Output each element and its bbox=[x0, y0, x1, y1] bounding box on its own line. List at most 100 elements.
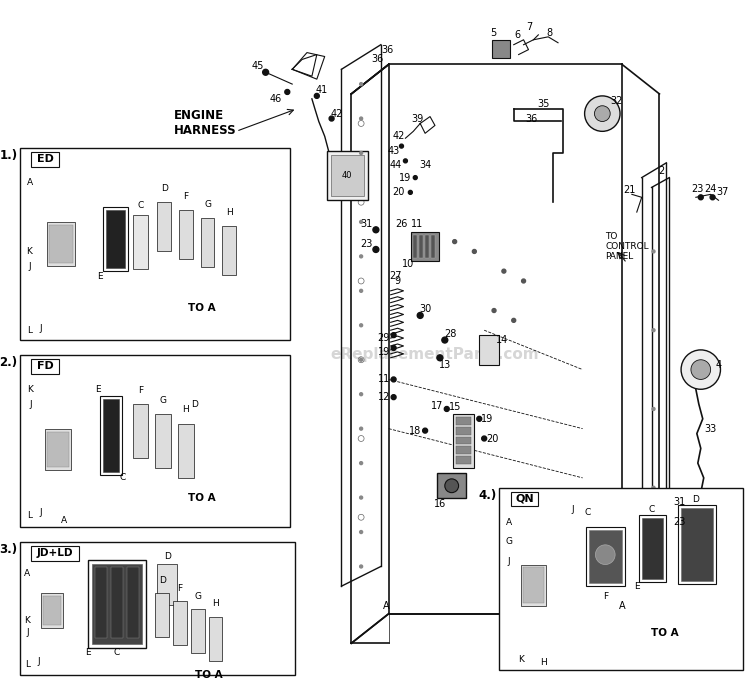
Circle shape bbox=[107, 444, 115, 452]
Circle shape bbox=[360, 565, 362, 568]
Bar bbox=[456, 447, 472, 454]
Text: 6: 6 bbox=[514, 30, 520, 40]
Text: 9: 9 bbox=[394, 276, 400, 286]
Text: 40: 40 bbox=[342, 171, 352, 180]
Text: A: A bbox=[506, 518, 512, 527]
Text: J: J bbox=[572, 505, 574, 514]
Bar bbox=[413, 235, 417, 258]
Text: 10: 10 bbox=[402, 259, 415, 269]
Text: 18: 18 bbox=[410, 426, 422, 436]
Circle shape bbox=[329, 116, 334, 121]
Circle shape bbox=[360, 358, 362, 361]
Text: 46: 46 bbox=[269, 94, 281, 104]
Circle shape bbox=[228, 216, 231, 219]
Circle shape bbox=[699, 537, 709, 547]
Text: 43: 43 bbox=[388, 146, 400, 156]
Circle shape bbox=[139, 395, 142, 398]
Bar bbox=[178, 424, 194, 478]
Circle shape bbox=[160, 585, 164, 587]
Bar bbox=[678, 506, 716, 584]
Text: L: L bbox=[25, 660, 30, 669]
Text: 27: 27 bbox=[389, 271, 402, 281]
Circle shape bbox=[262, 69, 268, 75]
Text: 16: 16 bbox=[433, 499, 446, 510]
Circle shape bbox=[482, 436, 487, 441]
Circle shape bbox=[472, 249, 476, 254]
Text: K: K bbox=[28, 385, 33, 394]
Text: 23: 23 bbox=[360, 238, 372, 249]
Bar bbox=[20, 542, 296, 675]
Text: F: F bbox=[183, 192, 188, 201]
Bar bbox=[201, 218, 214, 267]
Text: J: J bbox=[26, 628, 28, 637]
Text: A: A bbox=[24, 569, 31, 578]
Circle shape bbox=[444, 407, 449, 412]
Circle shape bbox=[652, 250, 655, 253]
Text: H: H bbox=[182, 405, 189, 414]
Text: 8: 8 bbox=[546, 28, 552, 38]
Text: G: G bbox=[194, 592, 201, 600]
Text: ENGINE
HARNESS: ENGINE HARNESS bbox=[174, 109, 237, 137]
Bar bbox=[642, 518, 663, 579]
Circle shape bbox=[423, 428, 427, 433]
Text: 11: 11 bbox=[411, 219, 423, 229]
Circle shape bbox=[521, 279, 526, 283]
Text: 20: 20 bbox=[486, 433, 498, 444]
Circle shape bbox=[178, 593, 182, 596]
Bar bbox=[681, 508, 712, 581]
Circle shape bbox=[96, 598, 106, 608]
Text: 17: 17 bbox=[430, 401, 443, 411]
Circle shape bbox=[477, 416, 482, 421]
Text: H: H bbox=[540, 658, 547, 668]
Text: 41: 41 bbox=[316, 85, 328, 95]
Text: D: D bbox=[692, 495, 699, 504]
Text: F: F bbox=[603, 592, 608, 600]
Bar bbox=[158, 202, 171, 251]
Bar bbox=[111, 567, 123, 638]
Bar bbox=[44, 596, 61, 624]
Circle shape bbox=[710, 195, 715, 200]
Text: 19: 19 bbox=[399, 172, 412, 183]
Circle shape bbox=[392, 333, 396, 337]
Circle shape bbox=[360, 186, 362, 189]
Text: 35: 35 bbox=[537, 99, 550, 109]
Text: 15: 15 bbox=[448, 402, 460, 412]
Bar bbox=[456, 417, 472, 425]
Circle shape bbox=[111, 251, 119, 258]
Bar bbox=[222, 226, 236, 275]
Bar bbox=[104, 399, 119, 472]
Text: E: E bbox=[634, 582, 640, 591]
Text: 24: 24 bbox=[704, 184, 717, 194]
Circle shape bbox=[437, 354, 442, 361]
Text: TO A: TO A bbox=[195, 670, 222, 679]
Text: J: J bbox=[40, 508, 43, 517]
Circle shape bbox=[392, 377, 396, 382]
Bar bbox=[155, 414, 171, 468]
Circle shape bbox=[445, 479, 458, 493]
Text: D: D bbox=[160, 184, 168, 193]
Circle shape bbox=[360, 393, 362, 396]
Bar bbox=[456, 427, 472, 435]
Text: 36: 36 bbox=[372, 54, 384, 65]
Bar bbox=[41, 593, 63, 627]
Text: 23: 23 bbox=[673, 517, 686, 527]
Bar bbox=[49, 225, 73, 263]
Circle shape bbox=[214, 608, 217, 611]
Bar bbox=[158, 563, 177, 605]
Bar bbox=[453, 414, 474, 468]
Circle shape bbox=[691, 360, 710, 379]
Text: 13: 13 bbox=[439, 360, 451, 370]
Text: 23: 23 bbox=[692, 184, 704, 194]
Bar bbox=[104, 207, 128, 271]
Bar bbox=[523, 567, 544, 603]
Circle shape bbox=[595, 106, 610, 122]
Text: 4.): 4.) bbox=[478, 489, 497, 502]
Bar bbox=[190, 609, 205, 653]
Bar bbox=[92, 563, 142, 644]
Circle shape bbox=[32, 631, 36, 635]
Text: 5: 5 bbox=[490, 28, 496, 38]
Bar bbox=[32, 152, 59, 167]
Text: 39: 39 bbox=[411, 113, 423, 124]
Text: 12: 12 bbox=[377, 392, 390, 402]
Bar bbox=[327, 151, 368, 200]
